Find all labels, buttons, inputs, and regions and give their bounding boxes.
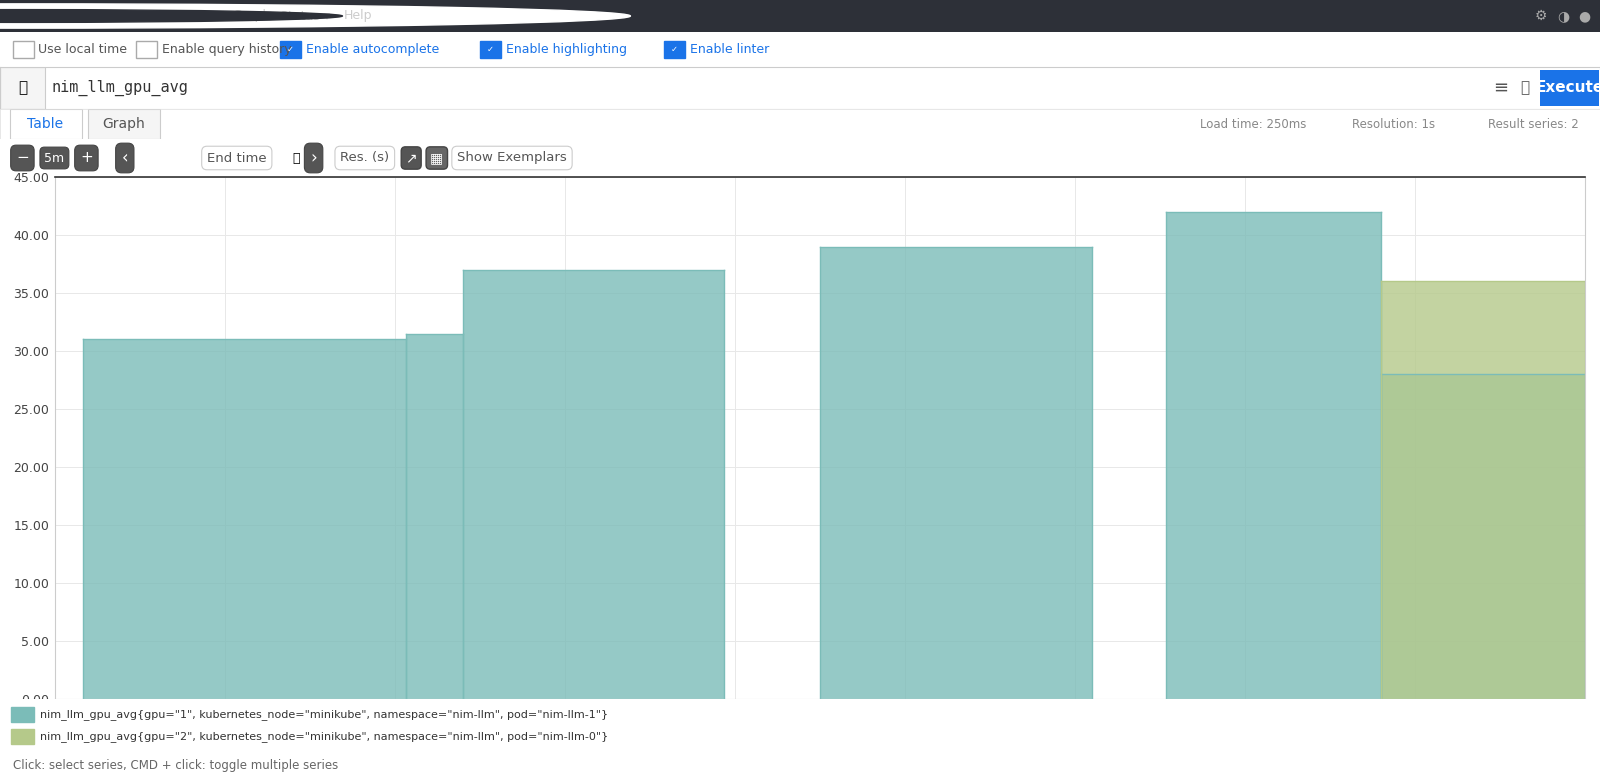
Bar <box>664 41 685 58</box>
Text: 📅: 📅 <box>293 151 299 165</box>
Text: nim_llm_gpu_avg{gpu="2", kubernetes_node="minikube", namespace="nim-llm", pod="n: nim_llm_gpu_avg{gpu="2", kubernetes_node… <box>40 731 608 742</box>
Text: Resolution: 1s: Resolution: 1s <box>1352 117 1435 130</box>
Text: Load time: 250ms: Load time: 250ms <box>1200 117 1306 130</box>
Text: Alerts: Alerts <box>184 9 221 23</box>
Text: ✓: ✓ <box>286 45 294 54</box>
Text: ▦: ▦ <box>430 151 443 165</box>
Text: Table: Table <box>27 117 62 131</box>
Text: Use local time: Use local time <box>38 43 128 56</box>
Circle shape <box>0 4 630 28</box>
Text: ›: › <box>310 149 317 167</box>
Text: Status ▾: Status ▾ <box>280 9 330 23</box>
Text: Prometheus: Prometheus <box>43 7 157 25</box>
Text: Enable query history: Enable query history <box>162 43 291 56</box>
Bar <box>0 67 45 109</box>
Bar <box>88 109 160 139</box>
Text: ‹: ‹ <box>122 149 128 167</box>
Text: ◑: ◑ <box>1557 9 1570 23</box>
Text: Execute: Execute <box>1536 81 1600 95</box>
Bar <box>280 41 301 58</box>
Text: End time: End time <box>206 151 267 165</box>
Circle shape <box>0 9 342 23</box>
Text: Enable highlighting: Enable highlighting <box>506 43 627 56</box>
Text: nim_llm_gpu_avg: nim_llm_gpu_avg <box>51 80 189 96</box>
Text: ↗: ↗ <box>405 151 418 165</box>
Text: ✓: ✓ <box>486 45 494 54</box>
Text: +: + <box>80 151 93 165</box>
Text: Enable autocomplete: Enable autocomplete <box>306 43 438 56</box>
Text: Graph: Graph <box>232 9 270 23</box>
Text: −: − <box>16 151 29 165</box>
Bar <box>13 41 34 58</box>
Text: Res. (s): Res. (s) <box>341 151 389 165</box>
Text: Help: Help <box>344 9 373 23</box>
Text: 🔍: 🔍 <box>18 81 27 95</box>
Text: ⚙: ⚙ <box>1534 9 1547 23</box>
Bar <box>136 41 157 58</box>
Bar <box>480 41 501 58</box>
Text: Graph: Graph <box>102 117 144 131</box>
Bar <box>11 729 34 744</box>
Text: Enable linter: Enable linter <box>690 43 770 56</box>
Text: ●: ● <box>1578 9 1590 23</box>
Text: nim_llm_gpu_avg{gpu="1", kubernetes_node="minikube", namespace="nim-llm", pod="n: nim_llm_gpu_avg{gpu="1", kubernetes_node… <box>40 709 608 720</box>
Text: ✓: ✓ <box>670 45 678 54</box>
Text: Result series: 2: Result series: 2 <box>1488 117 1579 130</box>
Text: Show Exemplars: Show Exemplars <box>458 151 566 165</box>
Bar <box>11 707 34 722</box>
Text: 5m: 5m <box>45 151 64 165</box>
Bar <box>10 109 82 139</box>
Text: ≡: ≡ <box>1493 79 1509 97</box>
Text: Click: select series, CMD + click: toggle multiple series: Click: select series, CMD + click: toggl… <box>13 758 338 771</box>
Text: ⏱: ⏱ <box>1520 81 1530 95</box>
